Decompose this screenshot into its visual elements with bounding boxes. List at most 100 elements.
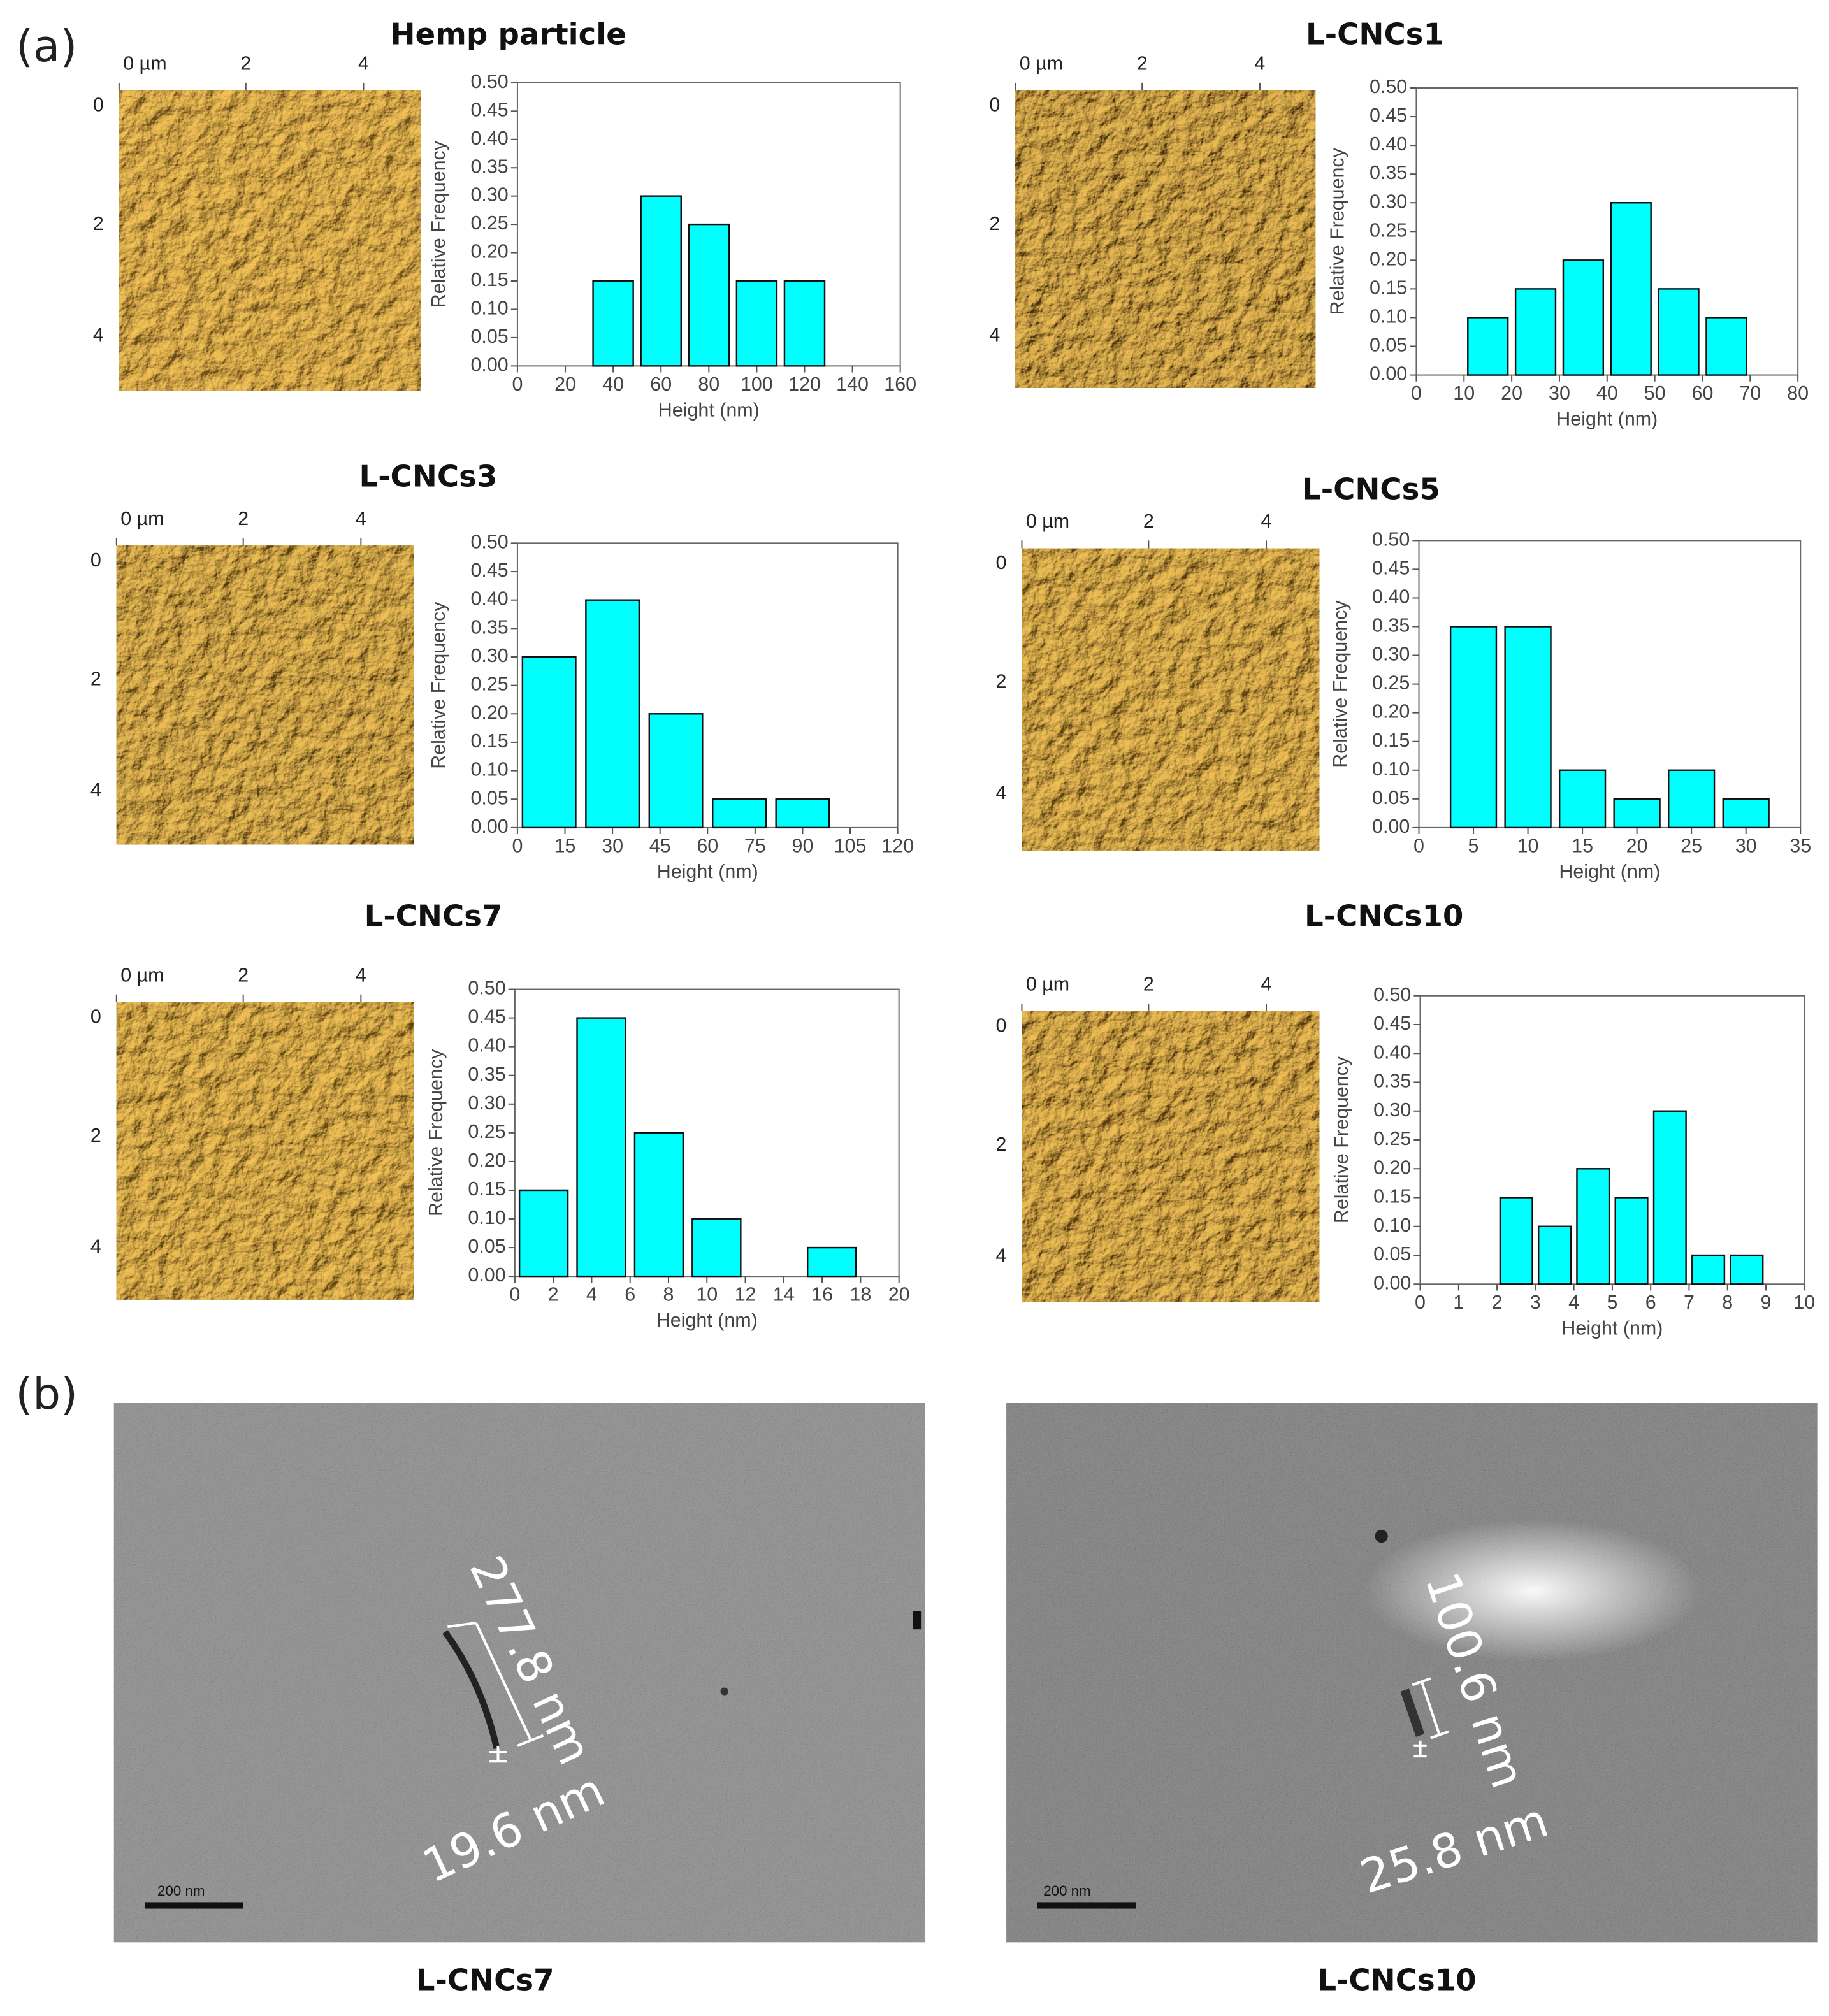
afm-x-label: 0 µm [120, 964, 164, 986]
chart-title: L-CNCs7 [365, 899, 503, 933]
x-tick-label: 25 [1681, 835, 1702, 856]
tem-label: L-CNCs7 [416, 1964, 554, 1998]
afm-x-label: 2 [1143, 974, 1154, 995]
x-tick-label: 30 [1735, 835, 1757, 856]
bar [521, 656, 577, 829]
x-tick-label: 6 [1645, 1292, 1656, 1313]
tem-label: L-CNCs10 [1317, 1964, 1476, 1998]
afm-image [116, 1002, 414, 1300]
bar [1722, 798, 1770, 829]
afm-x-label: 4 [358, 53, 369, 75]
scale-bar-label: 200 nm [157, 1883, 205, 1899]
bar [1562, 259, 1605, 376]
x-tick-label: 35 [1789, 835, 1811, 856]
x-tick-label: 0 [1413, 835, 1424, 856]
afm-x-label: 2 [238, 964, 249, 986]
y-tick-label: 0.50 [1370, 76, 1407, 97]
x-tick-label: 5 [1607, 1292, 1617, 1313]
x-tick-label: 30 [602, 835, 623, 856]
x-tick-label: 12 [735, 1284, 756, 1306]
x-tick-label: 4 [586, 1284, 597, 1306]
y-axis-label: Relative Frequency [428, 601, 449, 769]
afm-y-label: 4 [989, 324, 1000, 346]
panel-label: (a) [16, 21, 77, 72]
y-tick-label: 0.20 [1372, 701, 1410, 723]
y-tick-label: 0.15 [1373, 1186, 1411, 1207]
bright-spot [1364, 1519, 1701, 1662]
y-tick-label: 0.35 [470, 155, 508, 177]
bar [1730, 1254, 1764, 1285]
x-tick-label: 0 [1415, 1292, 1426, 1313]
afm-y-label: 0 [90, 549, 101, 571]
y-tick-label: 0.25 [470, 212, 508, 234]
x-tick-label: 10 [696, 1284, 718, 1306]
y-tick-label: 0.00 [1373, 1272, 1411, 1293]
y-tick-label: 0.30 [1370, 191, 1407, 212]
y-tick-label: 0.15 [1370, 277, 1407, 298]
bar [1658, 288, 1700, 376]
x-tick-label: 15 [554, 835, 576, 856]
bar [576, 1017, 626, 1278]
y-axis-label: Relative Frequency [1329, 600, 1351, 768]
x-tick-label: 20 [554, 373, 576, 395]
y-tick-label: 0.05 [1373, 1243, 1411, 1265]
tem-image [1006, 1403, 1818, 1943]
panel-label: (b) [15, 1369, 78, 1420]
x-tick-label: 70 [1739, 382, 1761, 404]
measure-line [1412, 1677, 1449, 1758]
chart-title: L-CNCs5 [1302, 473, 1440, 507]
bar [1610, 202, 1652, 376]
y-tick-label: 0.30 [470, 645, 508, 666]
y-tick-label: 0.05 [1370, 335, 1407, 356]
y-tick-label: 0.30 [1373, 1099, 1411, 1121]
bar [1504, 626, 1552, 829]
x-tick-label: 30 [1549, 382, 1570, 404]
bar [775, 798, 830, 829]
afm-y-label: 0 [90, 1005, 101, 1027]
x-axis-label: Height (nm) [656, 1309, 758, 1331]
afm-y-label: 4 [996, 1245, 1007, 1267]
y-tick-label: 0.10 [1373, 1214, 1411, 1236]
bar [688, 223, 730, 367]
y-tick-label: 0.15 [468, 1178, 505, 1200]
afm-x-label: 2 [1143, 510, 1154, 532]
x-tick-label: 16 [811, 1284, 833, 1306]
chart-title: L-CNCs1 [1306, 17, 1444, 52]
bar [691, 1218, 742, 1278]
y-tick-label: 0.15 [470, 730, 508, 752]
x-tick-label: 0 [1411, 382, 1422, 404]
plot-frame [1419, 995, 1805, 1285]
afm-y-label: 4 [90, 779, 101, 801]
y-tick-label: 0.50 [470, 531, 508, 552]
x-tick-label: 45 [649, 835, 671, 856]
x-axis-label: Height (nm) [658, 399, 760, 421]
afm-x-label: 2 [238, 508, 249, 529]
afm-y-label: 2 [90, 668, 101, 690]
x-tick-label: 140 [836, 373, 869, 395]
x-tick-label: 120 [788, 373, 821, 395]
bar [1499, 1197, 1533, 1285]
y-tick-label: 0.20 [468, 1149, 505, 1171]
x-tick-label: 7 [1684, 1292, 1695, 1313]
x-tick-label: 2 [1492, 1292, 1503, 1313]
particle [913, 1611, 922, 1630]
x-tick-label: 0 [512, 835, 523, 856]
afm-x-label: 2 [240, 53, 251, 75]
bar [633, 1132, 684, 1278]
y-tick-label: 0.20 [470, 241, 508, 263]
y-tick-label: 0.25 [1373, 1128, 1411, 1149]
x-tick-label: 5 [1468, 835, 1479, 856]
bar [1558, 769, 1607, 829]
x-tick-label: 20 [1626, 835, 1648, 856]
x-tick-label: 60 [650, 373, 672, 395]
y-tick-label: 0.00 [470, 816, 508, 837]
bar [1576, 1168, 1610, 1285]
x-tick-label: 8 [663, 1284, 674, 1306]
x-axis-label: Height (nm) [1556, 408, 1658, 430]
bar [1705, 317, 1747, 376]
afm-y-label: 4 [90, 1236, 101, 1258]
y-axis-label: Relative Frequency [1331, 1056, 1352, 1223]
bar [806, 1246, 857, 1278]
bar [1514, 288, 1557, 376]
